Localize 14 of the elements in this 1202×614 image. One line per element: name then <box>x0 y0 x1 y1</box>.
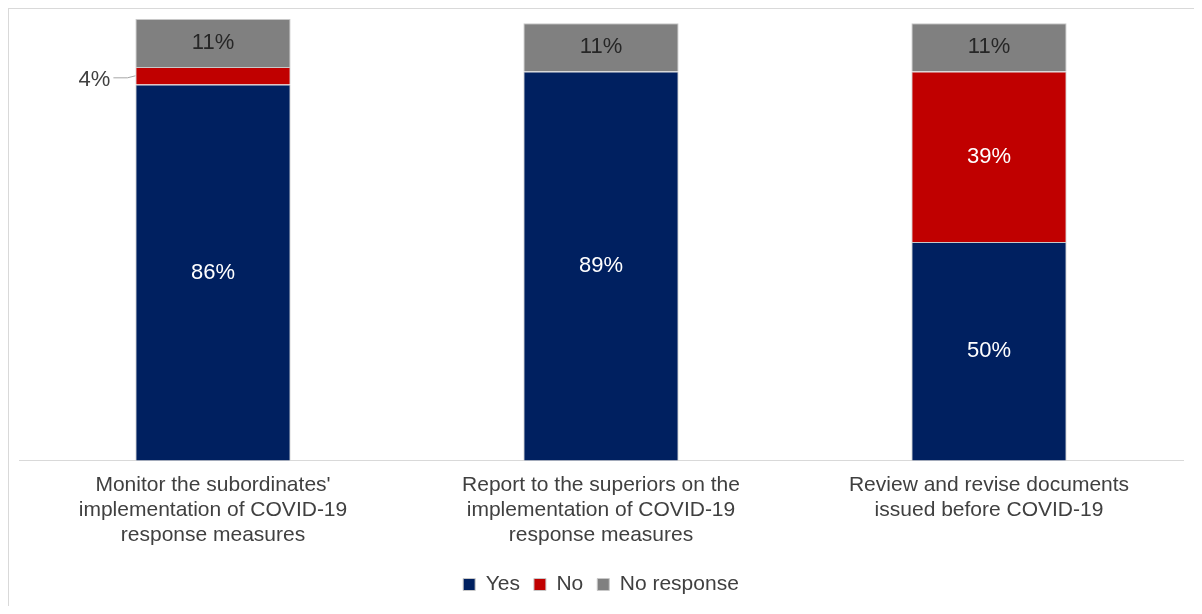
data-label: 11% <box>579 33 623 59</box>
legend-label: No response <box>619 571 739 595</box>
x-tick-label: Report to the superiors on the implementation of COVID-19 response measures <box>462 471 740 546</box>
data-label: 11% <box>191 29 235 55</box>
data-label: 50% <box>966 337 1012 363</box>
data-label: 4% <box>78 65 111 91</box>
x-tick-label: Review and revise documents issued before COVID-19 <box>848 471 1130 520</box>
legend-label: Yes <box>485 571 520 595</box>
data-label: 89% <box>578 251 624 277</box>
data-label: 11% <box>967 33 1011 59</box>
x-tick-label: Monitor the subordinates' implementation of COVID-19 response measures <box>78 471 348 546</box>
data-label: 39% <box>966 142 1012 168</box>
data-label: 86% <box>190 258 236 284</box>
legend-label: No <box>556 571 584 595</box>
